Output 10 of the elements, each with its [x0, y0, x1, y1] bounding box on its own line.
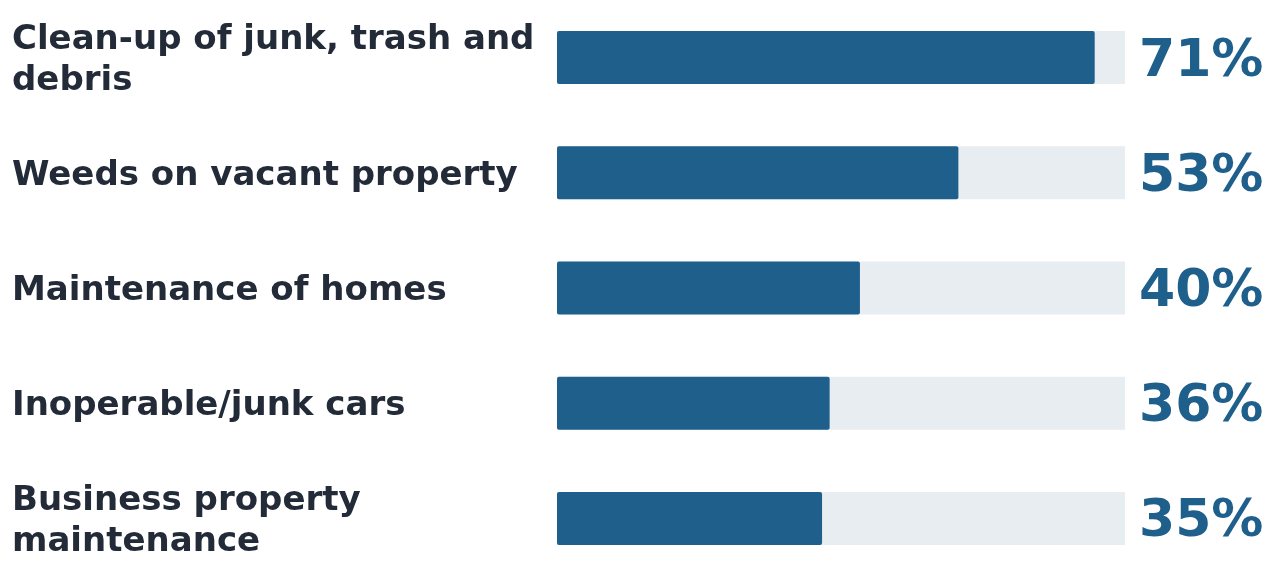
y-tick-label: Inoperable/junk cars — [12, 383, 406, 424]
data-label: 36% — [1139, 373, 1264, 434]
data-label: 40% — [1139, 258, 1264, 318]
y-tick-label: Business property maintenance — [12, 477, 361, 560]
data-label: 71% — [1139, 27, 1264, 88]
y-tick-label: Weeds on vacant property — [12, 152, 518, 193]
data-label: 35% — [1139, 488, 1264, 549]
data-label: 53% — [1139, 142, 1264, 203]
y-tick-label: Clean-up of junk, trash and debris — [12, 16, 535, 99]
y-tick-label: Maintenance of homes — [12, 268, 447, 308]
